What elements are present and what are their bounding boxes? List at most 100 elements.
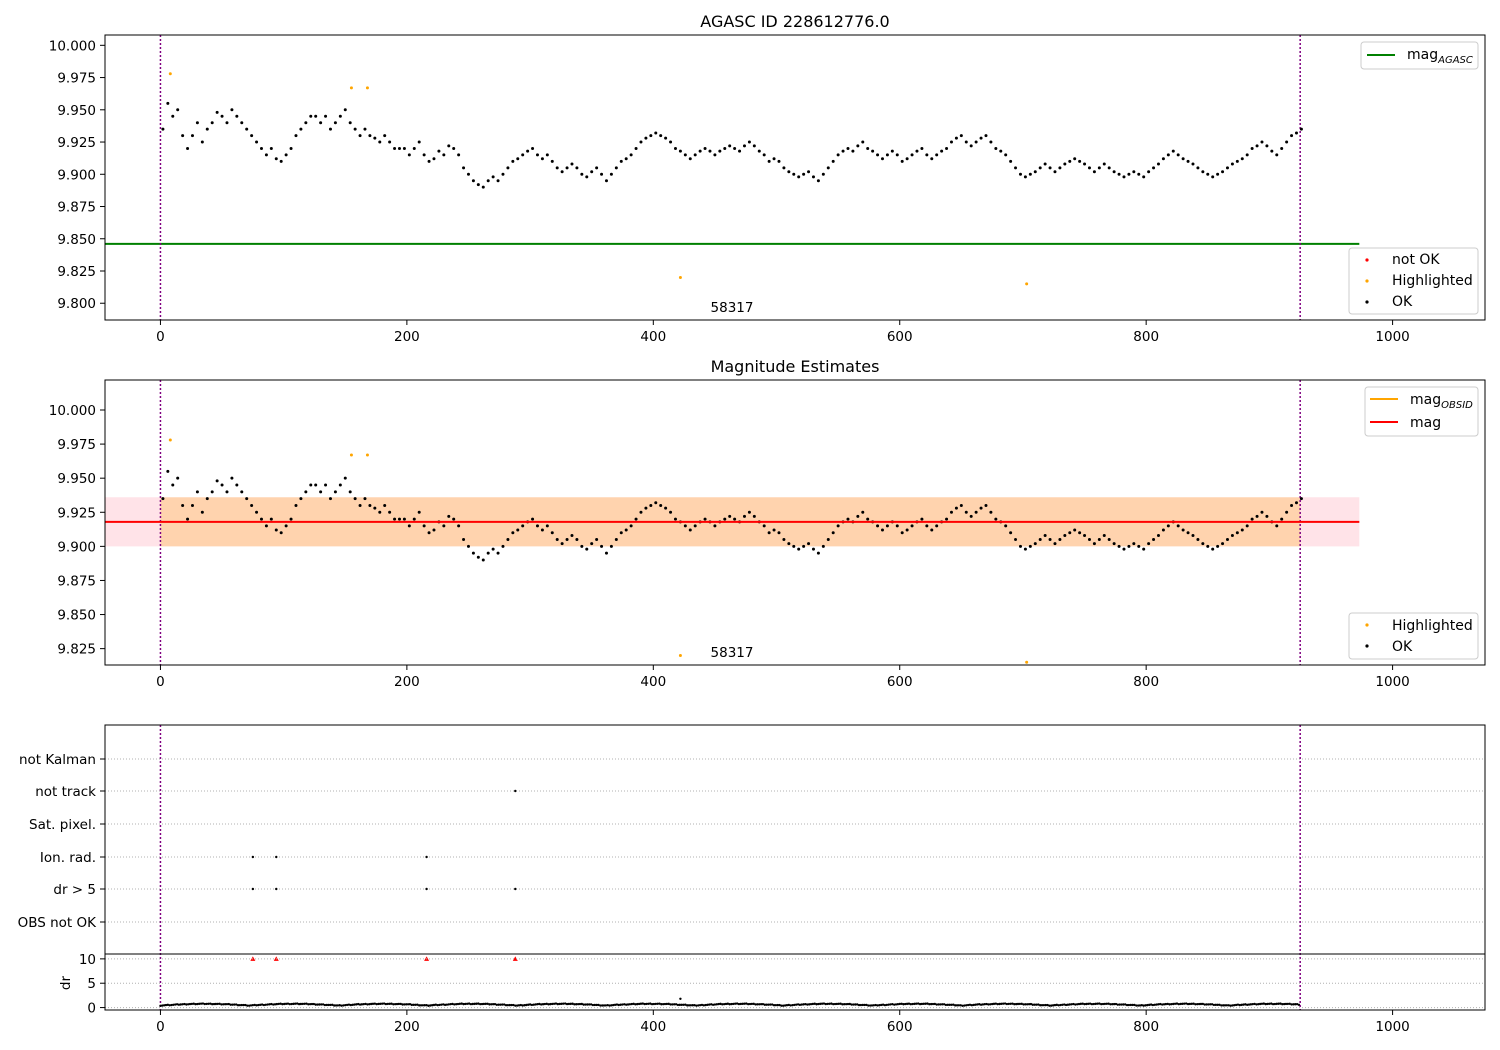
dr-point xyxy=(429,1004,432,1007)
dr-point xyxy=(536,1003,539,1006)
dr-point xyxy=(978,1003,981,1006)
dr-point xyxy=(1290,1003,1293,1006)
ok-point xyxy=(328,497,332,501)
legend-highlighted-label: Highlighted xyxy=(1392,273,1473,289)
legend-highlighted-marker xyxy=(1365,623,1369,627)
ok-point xyxy=(1078,531,1082,535)
dr-point xyxy=(1129,1003,1132,1007)
ok-point xyxy=(486,179,490,183)
dr-point xyxy=(510,1003,513,1007)
ok-point xyxy=(328,127,332,131)
ok-point xyxy=(393,517,397,521)
flag-point xyxy=(275,855,278,859)
dr-point xyxy=(1168,1003,1171,1006)
ok-point xyxy=(1107,166,1111,170)
dr-point xyxy=(551,1002,554,1006)
ok-point xyxy=(1176,153,1180,157)
dr-point xyxy=(637,1002,641,1006)
ok-point xyxy=(1211,175,1215,179)
dr-point xyxy=(880,1003,883,1007)
ok-point xyxy=(880,528,884,532)
ok-point xyxy=(1161,157,1165,161)
dr-y-axis: 0 5 10 xyxy=(79,952,1485,1017)
ok-point xyxy=(526,149,530,153)
ok-point xyxy=(338,114,342,118)
ok-point xyxy=(683,153,687,157)
dr-point xyxy=(767,1003,770,1006)
ok-point xyxy=(1023,547,1027,551)
dr-point xyxy=(654,1002,657,1006)
ok-point xyxy=(624,157,628,161)
ok-point xyxy=(1102,533,1106,537)
ok-point xyxy=(585,547,589,551)
dr-point xyxy=(639,1002,643,1005)
dr-point xyxy=(865,1003,868,1007)
y-tick-label: 9.975 xyxy=(57,71,96,87)
ok-point xyxy=(1280,517,1284,521)
dr-point xyxy=(600,1004,604,1007)
ok-point xyxy=(1083,162,1087,166)
dr-point xyxy=(1258,1002,1262,1006)
dr-point xyxy=(1209,1003,1212,1006)
dr-point xyxy=(610,1004,613,1007)
ok-point xyxy=(915,149,919,153)
ok-point xyxy=(1073,157,1077,161)
dr-point xyxy=(619,1003,622,1006)
dr-point xyxy=(979,1003,983,1006)
y-tick-label: 10.000 xyxy=(49,403,96,419)
ok-point xyxy=(604,179,608,183)
dr-point xyxy=(1057,1004,1060,1007)
dr-point xyxy=(641,1002,645,1005)
dr-point xyxy=(578,1002,582,1006)
dr-point xyxy=(1159,1002,1162,1006)
dr-point xyxy=(726,1002,730,1005)
ok-point xyxy=(294,503,298,507)
ok-point xyxy=(945,146,949,150)
flags-panel: not Kalman not track Sat. pixel. Ion. rad. d… xyxy=(18,724,1486,1035)
dr-point xyxy=(427,1004,430,1007)
dr-point xyxy=(896,1002,900,1006)
dr-point xyxy=(1268,1002,1271,1005)
ok-point xyxy=(851,149,855,153)
highlighted-point xyxy=(678,275,682,279)
dr-point xyxy=(859,1003,863,1007)
dr-point xyxy=(1203,1003,1206,1006)
dr-point xyxy=(414,1003,417,1006)
dr-point xyxy=(247,1004,251,1007)
ok-point xyxy=(205,127,209,131)
ok-point xyxy=(471,179,475,183)
ok-point xyxy=(1132,170,1136,174)
ok-point xyxy=(171,483,175,487)
dr-point xyxy=(296,1002,299,1005)
dr-point xyxy=(734,1002,737,1005)
ok-point xyxy=(333,121,337,125)
ok-point xyxy=(516,157,520,161)
ok-point xyxy=(634,146,638,150)
dr-point xyxy=(957,1004,961,1007)
dr-point xyxy=(382,1002,386,1005)
dr-point xyxy=(486,1002,489,1005)
ok-point xyxy=(279,159,283,163)
dr-point xyxy=(177,1003,181,1006)
ok-point xyxy=(274,157,278,161)
dr-point xyxy=(236,1003,240,1007)
dr-point xyxy=(532,1003,535,1006)
dr-point xyxy=(1153,1003,1156,1007)
dr-point xyxy=(961,1004,964,1008)
dr-point xyxy=(850,1003,853,1006)
ok-point xyxy=(609,544,613,548)
dr-point xyxy=(1275,1002,1278,1006)
dr-point xyxy=(1253,1002,1256,1006)
ok-point xyxy=(905,528,909,532)
dr-point xyxy=(1277,1002,1280,1005)
ok-point xyxy=(186,146,190,150)
dr-point xyxy=(297,1002,301,1006)
ok-point xyxy=(457,153,461,157)
y-tick-label: 9.950 xyxy=(57,471,96,487)
dr-point xyxy=(314,1003,317,1006)
ok-point xyxy=(949,510,953,514)
ok-point xyxy=(649,134,653,138)
dr-point xyxy=(233,1003,236,1006)
ok-point xyxy=(1112,542,1116,546)
ok-point xyxy=(876,153,880,157)
